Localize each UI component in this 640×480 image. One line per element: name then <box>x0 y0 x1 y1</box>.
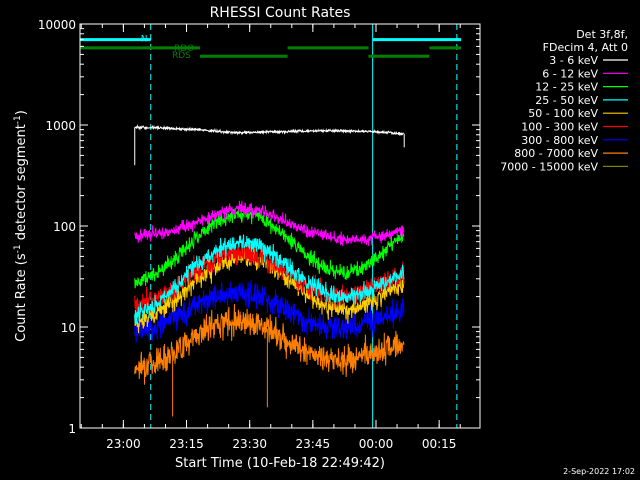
flag-bar-label: RDS <box>172 51 191 61</box>
x-tick-label: 23:00 <box>106 437 141 451</box>
x-tick-label: 00:00 <box>359 437 394 451</box>
chart-title: RHESSI Count Rates <box>210 5 351 21</box>
legend-entry-label: 6 - 12 keV <box>542 67 598 80</box>
data-series <box>134 124 405 417</box>
legend-entry-label: 100 - 300 keV <box>521 121 598 134</box>
y-tick-label: 1 <box>68 422 76 436</box>
y-tick-label: 10 <box>61 321 76 335</box>
x-axis-label: Start Time (10-Feb-18 22:49:42) <box>175 456 385 471</box>
legend-entry-label: 25 - 50 keV <box>535 94 598 107</box>
y-tick-label: 100 <box>53 220 76 234</box>
x-tick-label: 23:45 <box>296 437 331 451</box>
legend-entry-label: 50 - 100 keV <box>528 107 598 120</box>
series-line-6-12-kev <box>134 200 405 246</box>
flag-bar-label: N <box>141 35 148 45</box>
series-line-300-800-kev <box>134 280 405 344</box>
legend-entry-label: 12 - 25 keV <box>535 81 598 94</box>
legend-entry-label: 300 - 800 keV <box>521 134 598 147</box>
series-line-3-6-kev <box>134 124 404 137</box>
x-tick-label: 00:15 <box>422 437 457 451</box>
series-line-800-7000-kev <box>134 304 405 385</box>
y-axis-label: Count Rate (s-1 detector segment-1) <box>13 110 29 342</box>
legend-entry-label: 3 - 6 keV <box>549 54 598 67</box>
y-tick-label: 10000 <box>38 18 76 32</box>
legend-header: FDecim 4, Att 0 <box>543 41 628 54</box>
x-tick-label: 23:15 <box>169 437 204 451</box>
series-line-25-50-kev <box>134 234 405 325</box>
series-line-12-25-kev <box>134 207 405 289</box>
y-tick-label: 1000 <box>45 119 76 133</box>
legend-entry-label: 800 - 7000 keV <box>514 147 598 160</box>
x-tick-label: 23:30 <box>232 437 267 451</box>
axes: 1 10 100 1000 10000 23:00 23:15 23:30 23:45 00:00… <box>38 18 480 451</box>
date-stamp: 2-Sep-2022 17:02 <box>563 467 635 476</box>
flag-bar-label: RDO <box>174 44 194 54</box>
legend-entry-label: 7000 - 15000 keV <box>500 160 598 173</box>
legend-header: Det 3f,8f, <box>576 28 628 41</box>
